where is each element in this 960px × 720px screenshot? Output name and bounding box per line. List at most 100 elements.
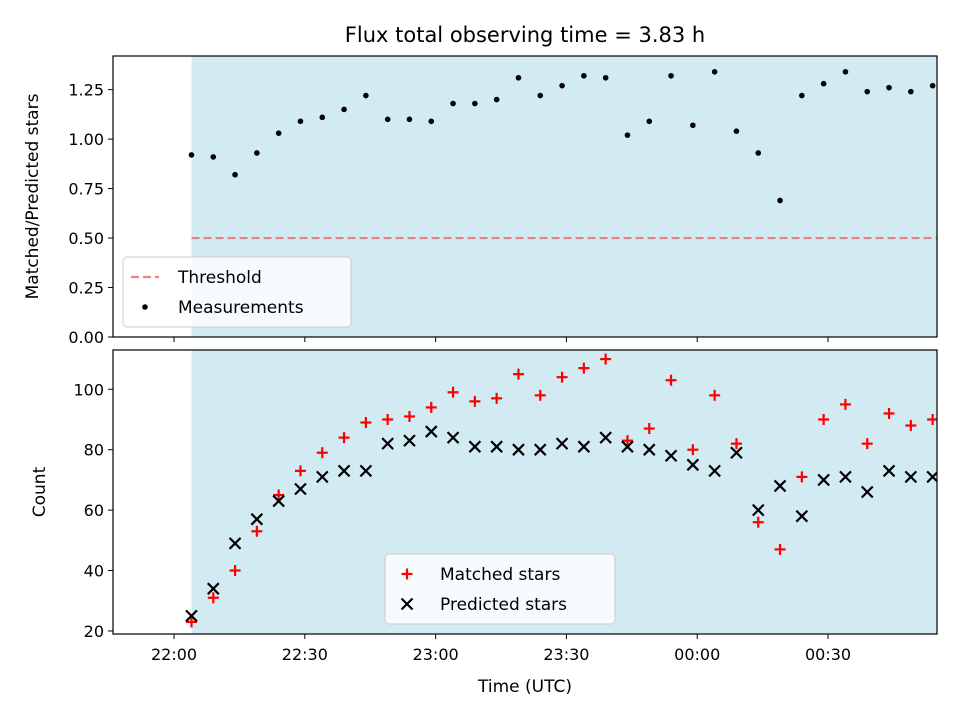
data-point [904, 470, 918, 484]
x-tick-label: 22:00 [151, 645, 197, 664]
data-point [381, 437, 394, 450]
data-point [251, 525, 263, 537]
data-point [472, 100, 478, 107]
y-axis-label: Count [30, 466, 50, 517]
data-point [599, 431, 612, 444]
data-point [818, 413, 830, 425]
data-point [730, 446, 743, 460]
data-point [250, 512, 264, 526]
chart-title: Flux total observing time = 3.83 h [345, 23, 705, 47]
data-point [493, 96, 500, 103]
data-point [949, 474, 960, 485]
legend-label: Threshold [177, 268, 262, 288]
data-point [556, 371, 568, 383]
data-point [777, 197, 783, 204]
y-tick-label: 0.75 [68, 180, 104, 199]
ratio-panel: 0.00 0.25 0.50 0.75 1.00 1.25 Matched/Predicte… [23, 55, 958, 347]
data-point [424, 425, 438, 438]
data-point [752, 516, 764, 528]
y-tick-label: 1.25 [68, 81, 104, 100]
data-point [711, 69, 718, 75]
data-point [273, 489, 285, 501]
data-point [686, 458, 700, 472]
y-tick-label: 0.00 [68, 328, 104, 347]
legend-swatch [401, 568, 413, 580]
data-point [384, 116, 391, 123]
data-point [796, 471, 808, 483]
data-point [773, 479, 787, 493]
data-point [751, 503, 765, 517]
data-point [275, 130, 282, 136]
x-axis-label: Time (UTC) [477, 677, 572, 697]
data-point [450, 100, 456, 107]
data-point [272, 494, 285, 508]
y-tick-label: 20 [84, 622, 104, 641]
count-panel: 20 40 60 80 100 22:00 22:30 23:00 23:30 00:00 00:3… [30, 349, 960, 664]
legend-box [384, 553, 616, 625]
data-point [839, 470, 852, 484]
data-point [665, 374, 677, 386]
data-point [490, 440, 503, 453]
data-point [294, 465, 306, 477]
legend-label: Matched stars [440, 565, 560, 585]
data-point [952, 81, 958, 87]
data-point [905, 420, 917, 432]
data-point [929, 82, 936, 89]
data-point [446, 431, 460, 444]
data-point [315, 470, 329, 484]
data-point [817, 473, 830, 487]
data-point [403, 434, 416, 447]
data-point [297, 118, 304, 125]
data-point [537, 92, 544, 99]
data-point [642, 443, 656, 456]
y-tick-label: 80 [84, 441, 104, 460]
data-point [512, 368, 524, 380]
y-tick-label: 60 [84, 501, 104, 520]
y-tick-label: 100 [73, 380, 104, 399]
data-point [210, 154, 217, 160]
data-point [185, 609, 198, 623]
data-point [927, 413, 937, 425]
x-tick-label: 23:00 [413, 645, 459, 664]
data-point [908, 88, 914, 95]
data-point [643, 423, 655, 435]
data-point [733, 128, 740, 134]
data-point [447, 386, 459, 398]
data-point [578, 362, 590, 374]
data-point [337, 464, 351, 478]
legend-swatch [400, 597, 414, 611]
data-point [512, 443, 525, 456]
data-point [254, 150, 260, 156]
data-point [842, 69, 849, 75]
data-point [861, 438, 873, 450]
data-point [949, 414, 960, 425]
data-point [690, 122, 696, 129]
data-point [708, 464, 721, 478]
y-tick-label: 0.25 [68, 279, 104, 298]
data-point [188, 152, 195, 158]
x-tick-label: 00:30 [805, 645, 851, 664]
x-tick-label: 23:30 [543, 645, 589, 664]
data-point [860, 485, 874, 499]
axes-frame [112, 55, 938, 338]
data-point [185, 616, 197, 628]
series-matched-stars [185, 353, 960, 628]
data-point [359, 464, 373, 478]
data-point [319, 114, 326, 121]
data-point [316, 447, 328, 459]
data-point [602, 74, 609, 81]
data-point [886, 84, 892, 91]
data-point [515, 74, 522, 81]
data-point [730, 438, 742, 450]
data-point [469, 395, 481, 407]
data-point [621, 435, 633, 447]
legend-box [122, 256, 352, 328]
data-point [360, 417, 372, 429]
data-point [232, 171, 238, 178]
y-tick-label: 0.50 [68, 229, 104, 248]
data-point [406, 116, 413, 123]
data-point [839, 398, 851, 410]
data-point [294, 482, 307, 496]
legend: Threshold Measurements [122, 256, 352, 328]
